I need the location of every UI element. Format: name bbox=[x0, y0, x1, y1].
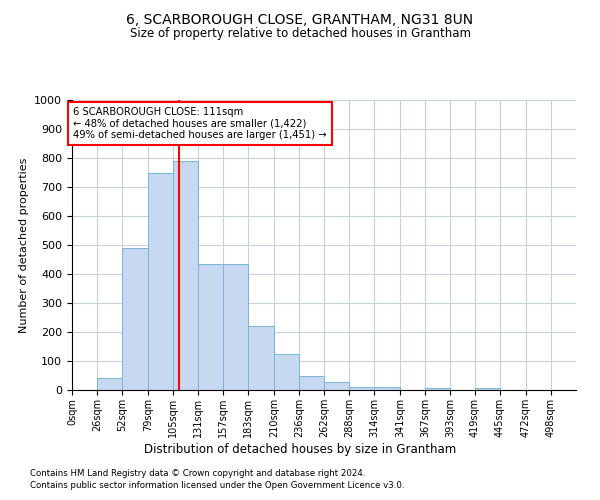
Bar bbox=[299, 376, 324, 390]
Bar bbox=[148, 172, 173, 390]
Bar bbox=[223, 264, 248, 390]
Bar bbox=[97, 378, 122, 390]
Text: 6 SCARBOROUGH CLOSE: 111sqm
← 48% of detached houses are smaller (1,422)
49% of : 6 SCARBOROUGH CLOSE: 111sqm ← 48% of det… bbox=[73, 108, 326, 140]
Bar bbox=[475, 388, 500, 390]
Text: Contains HM Land Registry data © Crown copyright and database right 2024.: Contains HM Land Registry data © Crown c… bbox=[30, 468, 365, 477]
Text: 6, SCARBOROUGH CLOSE, GRANTHAM, NG31 8UN: 6, SCARBOROUGH CLOSE, GRANTHAM, NG31 8UN bbox=[127, 12, 473, 26]
Bar bbox=[374, 386, 400, 390]
Bar bbox=[173, 161, 198, 390]
Bar bbox=[324, 382, 349, 390]
Text: Size of property relative to detached houses in Grantham: Size of property relative to detached ho… bbox=[130, 28, 470, 40]
Bar bbox=[274, 354, 299, 390]
Y-axis label: Number of detached properties: Number of detached properties bbox=[19, 158, 29, 332]
Bar bbox=[198, 264, 223, 390]
Text: Distribution of detached houses by size in Grantham: Distribution of detached houses by size … bbox=[144, 442, 456, 456]
Text: Contains public sector information licensed under the Open Government Licence v3: Contains public sector information licen… bbox=[30, 481, 404, 490]
Bar bbox=[248, 326, 274, 390]
Bar bbox=[425, 388, 450, 390]
Bar bbox=[349, 386, 374, 390]
Bar bbox=[122, 248, 148, 390]
